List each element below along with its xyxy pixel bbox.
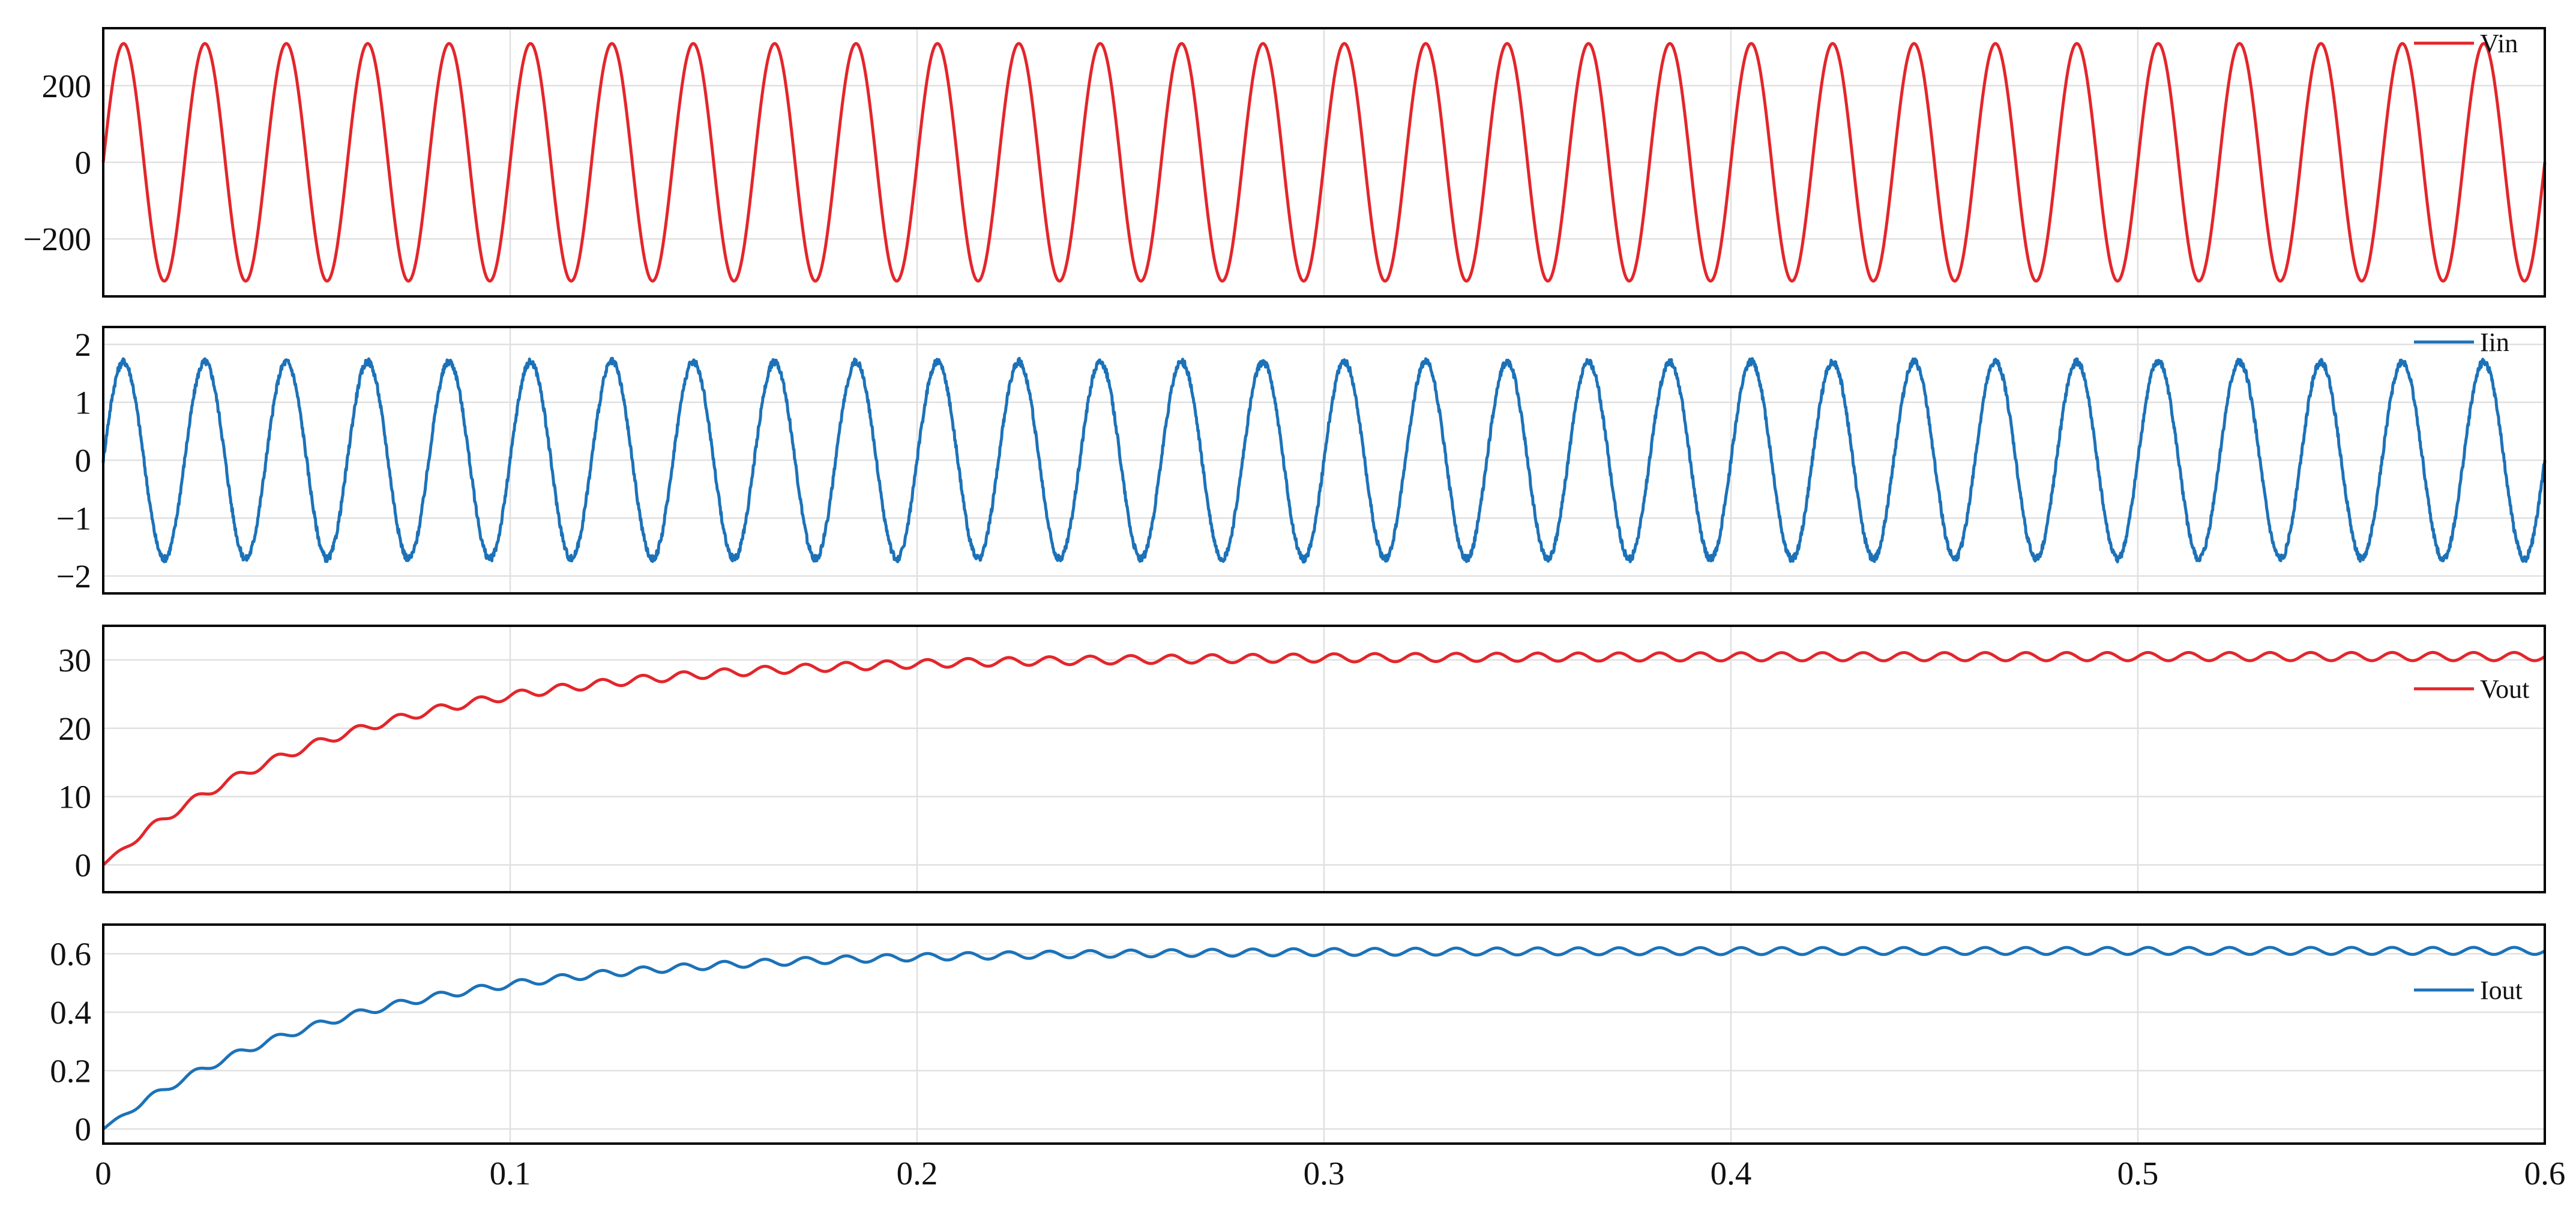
x-axis: 0 0.1 0.2 0.3 0.4 0.5 0.6 bbox=[95, 1155, 2565, 1192]
x-tick-label: 0.5 bbox=[2117, 1155, 2159, 1192]
y-tick-label: 0.4 bbox=[50, 994, 91, 1031]
vin-panel: 200 0 −200 Vin bbox=[23, 27, 2547, 298]
y-tick-label: 0 bbox=[75, 145, 92, 181]
y-tick-label: 0 bbox=[75, 442, 92, 479]
x-tick-label: 0.1 bbox=[490, 1155, 531, 1192]
vout-panel: 30 20 10 0 Vout bbox=[58, 625, 2546, 893]
plot-frame bbox=[102, 625, 2546, 893]
y-tick-label: 2 bbox=[75, 326, 92, 363]
x-tick-label: 0 bbox=[95, 1155, 112, 1192]
plot-frame bbox=[102, 326, 2546, 595]
legend-label-iin: Iin bbox=[2480, 328, 2509, 357]
series-line-iin bbox=[101, 356, 2547, 564]
x-tick-label: 0.2 bbox=[897, 1155, 938, 1192]
y-tick-label: −1 bbox=[56, 500, 91, 537]
y-tick-label: 30 bbox=[58, 642, 91, 679]
y-tick-label: 10 bbox=[58, 779, 91, 815]
y-tick-label: 200 bbox=[42, 68, 92, 104]
x-tick-label: 0.3 bbox=[1304, 1155, 1345, 1192]
x-tick-label: 0.6 bbox=[2524, 1155, 2566, 1192]
y-tick-label: 0 bbox=[75, 1111, 92, 1148]
series-line-vin bbox=[101, 42, 2547, 283]
legend-label-vin: Vin bbox=[2480, 29, 2518, 58]
legend-label-iout: Iout bbox=[2480, 976, 2523, 1005]
iout-panel: 0.6 0.4 0.2 0 Iout bbox=[50, 923, 2546, 1148]
plot-frame bbox=[102, 27, 2546, 298]
y-tick-label: 20 bbox=[58, 710, 91, 747]
y-tick-label: −2 bbox=[56, 558, 91, 595]
legend-label-vout: Vout bbox=[2480, 674, 2529, 704]
series-line-vout bbox=[102, 650, 2546, 866]
y-tick-label: 0 bbox=[75, 847, 92, 883]
y-tick-label: 0.6 bbox=[50, 936, 91, 973]
y-tick-label: −200 bbox=[23, 221, 91, 257]
iin-panel: 2 1 0 −1 −2 Iin bbox=[56, 326, 2547, 595]
y-tick-label: 0.2 bbox=[50, 1052, 91, 1089]
series-line-iout bbox=[102, 946, 2546, 1130]
y-tick-label: 1 bbox=[75, 384, 92, 421]
plot-frame bbox=[102, 923, 2546, 1145]
x-tick-label: 0.4 bbox=[1711, 1155, 1752, 1192]
